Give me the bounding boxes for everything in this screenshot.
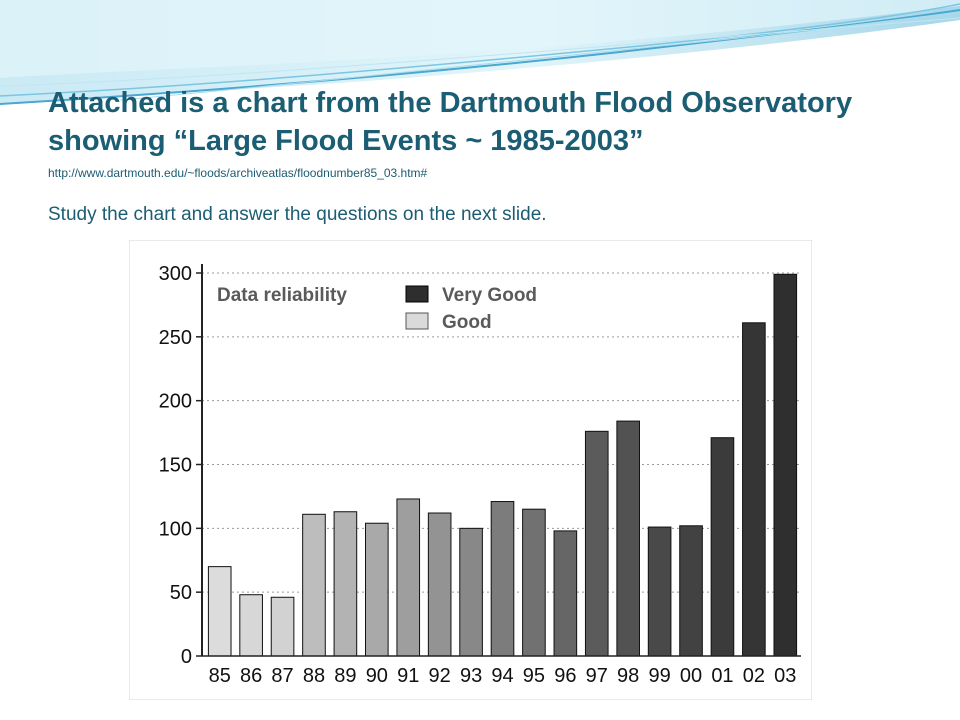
x-tick-label: 95 bbox=[523, 665, 545, 687]
bar-91 bbox=[396, 498, 421, 657]
bar-86 bbox=[239, 594, 263, 657]
bar-89 bbox=[333, 511, 358, 657]
instruction-text: Study the chart and answer the questions… bbox=[48, 204, 547, 225]
x-tick-label: 90 bbox=[366, 665, 388, 687]
legend-label-good: Good bbox=[442, 312, 492, 333]
x-tick-label: 91 bbox=[397, 665, 419, 687]
y-tick-label: 100 bbox=[159, 518, 192, 540]
x-tick-label: 86 bbox=[240, 665, 262, 687]
x-tick-label: 94 bbox=[491, 665, 513, 687]
slide-title: Attached is a chart from the Dartmouth F… bbox=[48, 84, 928, 160]
y-tick-label: 150 bbox=[159, 455, 192, 477]
x-tick-label: 92 bbox=[429, 665, 451, 687]
x-tick-label: 99 bbox=[648, 665, 670, 687]
x-tick-label: 02 bbox=[743, 665, 765, 687]
bar-02 bbox=[742, 322, 766, 657]
x-tick-label: 85 bbox=[209, 665, 231, 687]
y-tick-label: 250 bbox=[159, 327, 192, 349]
bar-90 bbox=[365, 522, 389, 657]
bar-03 bbox=[773, 273, 798, 657]
bar-94 bbox=[490, 501, 515, 657]
x-tick-label: 01 bbox=[711, 665, 733, 687]
source-url[interactable]: http://www.dartmouth.edu/~floods/archive… bbox=[48, 166, 428, 180]
bar-85 bbox=[207, 566, 232, 657]
x-tick-label: 88 bbox=[303, 665, 325, 687]
slide-title-line-1: Attached is a chart from the Dartmouth F… bbox=[48, 87, 853, 119]
bar-98 bbox=[616, 420, 640, 657]
x-tick-label: 97 bbox=[586, 665, 608, 687]
x-tick-label: 96 bbox=[554, 665, 576, 687]
x-tick-label: 00 bbox=[680, 665, 702, 687]
legend-swatch-very-good bbox=[405, 285, 429, 303]
y-tick-label: 200 bbox=[159, 391, 192, 413]
legend: Data reliability Very Good Good bbox=[217, 285, 537, 333]
bar-93 bbox=[459, 527, 483, 657]
bar-95 bbox=[522, 508, 546, 657]
slide-title-line-2: showing “Large Flood Events ~ 1985-2003” bbox=[48, 125, 644, 157]
y-tick-label: 0 bbox=[181, 646, 192, 668]
bar-00 bbox=[679, 525, 703, 657]
bar-88 bbox=[302, 513, 326, 657]
x-tick-label: 03 bbox=[774, 665, 796, 687]
bar-96 bbox=[553, 530, 578, 657]
x-tick-label: 98 bbox=[617, 665, 639, 687]
legend-title: Data reliability bbox=[217, 285, 347, 306]
bar-01 bbox=[710, 437, 735, 657]
x-tick-label: 87 bbox=[271, 665, 293, 687]
legend-swatch-good bbox=[405, 312, 429, 330]
wave-decoration bbox=[0, 0, 960, 105]
y-tick-label: 300 bbox=[159, 263, 192, 285]
flood-events-chart: 0 50 100 150 200 250 300 85 86 87 88 89 90 91 92 93 94 9… bbox=[129, 240, 812, 700]
bar-99 bbox=[647, 526, 672, 657]
x-tick-label: 89 bbox=[334, 665, 356, 687]
legend-label-very-good: Very Good bbox=[442, 285, 537, 306]
bar-97 bbox=[584, 430, 609, 657]
x-tick-label: 93 bbox=[460, 665, 482, 687]
bar-87 bbox=[270, 596, 295, 657]
bar-92 bbox=[427, 512, 452, 657]
y-tick-label: 50 bbox=[170, 582, 192, 604]
